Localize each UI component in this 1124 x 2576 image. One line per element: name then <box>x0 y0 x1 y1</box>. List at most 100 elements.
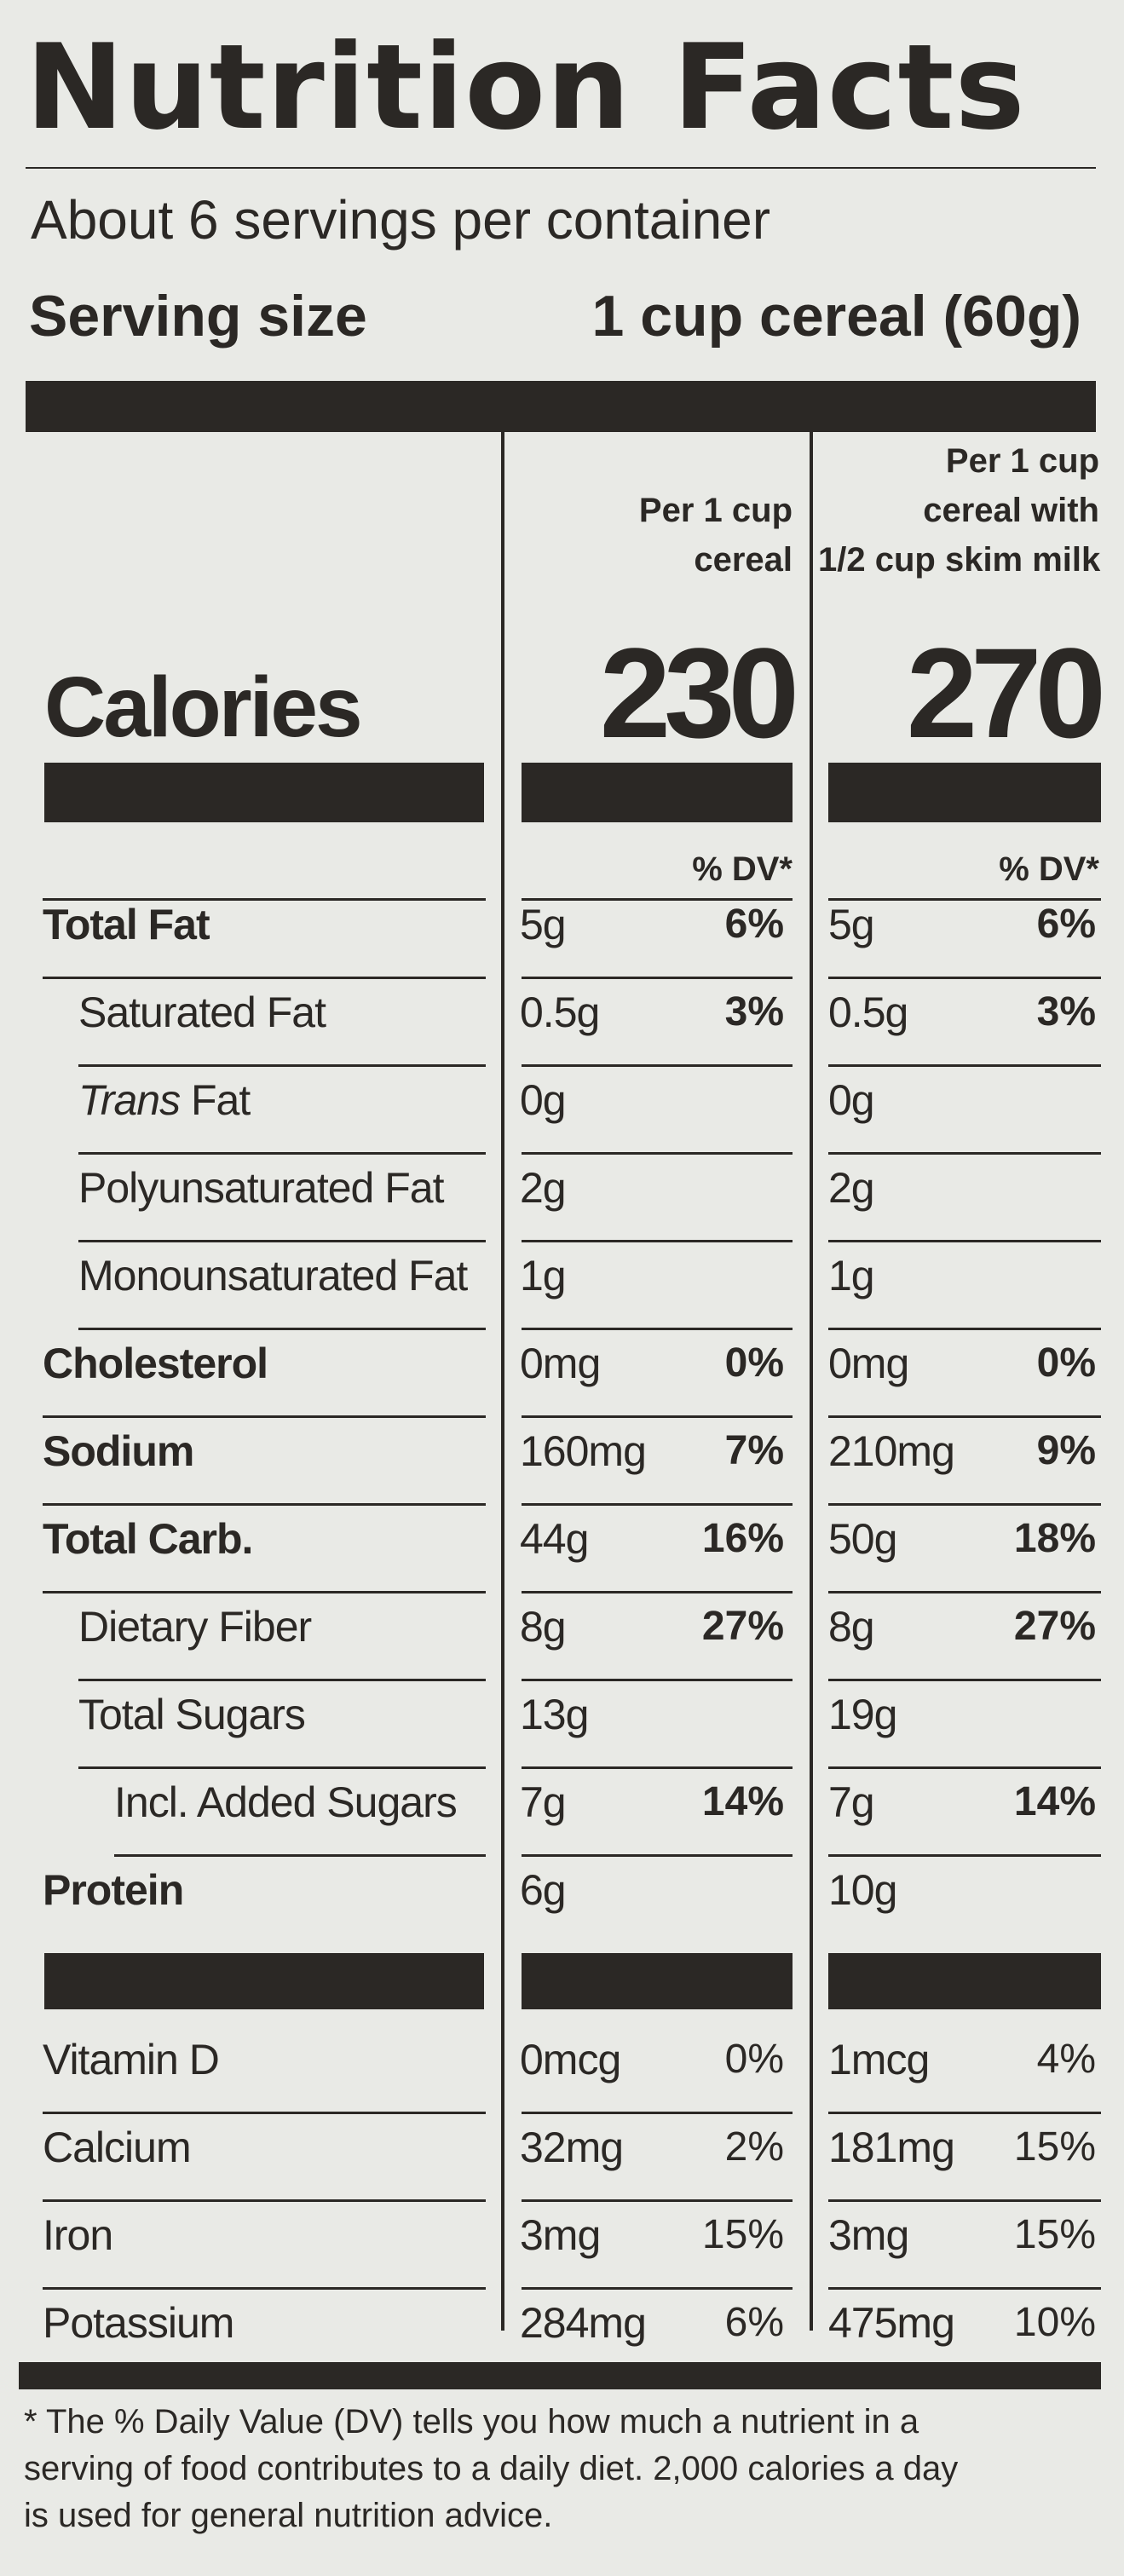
dv-cereal: 16% <box>701 1516 784 1561</box>
dv-cereal: 0% <box>724 1340 784 1386</box>
amount-cereal-milk: 0.5g <box>828 988 908 1036</box>
column-header-line: cereal <box>694 541 793 579</box>
amount-cereal: 0g <box>520 1076 567 1124</box>
dv-cereal: 27% <box>701 1604 784 1649</box>
dv-cereal-milk: 14% <box>1013 1779 1096 1824</box>
row-divider <box>522 2112 793 2114</box>
row-divider <box>828 1240 1101 1242</box>
nutrient-label-italic: Trans <box>78 1076 181 1124</box>
row-divider <box>522 1854 793 1857</box>
amount-cereal-milk: 19g <box>828 1691 897 1738</box>
amount-cereal: 5g <box>520 901 567 948</box>
serving-size-label: Serving size <box>29 284 367 349</box>
dv-cereal-milk: 18% <box>1013 1516 1096 1561</box>
amount-cereal: 160mg <box>520 1427 647 1475</box>
nutrient-label-text: Protein <box>43 1866 184 1914</box>
vitamin-amount-cereal: 3mg <box>520 2211 601 2259</box>
column-header-line: Per 1 cup <box>638 492 793 529</box>
vitamins-bar-label <box>44 1953 484 2009</box>
nutrient-label-text: Saturated Fat <box>78 988 326 1036</box>
vitamin-amount-cereal-milk: 1mcg <box>828 2036 930 2083</box>
column-header-cereal-milk: Per 1 cup cereal with 1/2 cup skim milk <box>818 436 1101 585</box>
row-divider <box>828 1328 1101 1330</box>
row-divider <box>522 1766 793 1769</box>
dv-cereal-milk: 6% <box>1036 902 1096 947</box>
vitamin-dv-cereal-milk: 15% <box>1013 2212 1096 2257</box>
dv-cereal-milk: 0% <box>1036 1340 1096 1386</box>
vitamin-amount-cereal-milk: 181mg <box>828 2124 955 2171</box>
daily-value-footnote: * The % Daily Value (DV) tells you how m… <box>24 2399 1106 2539</box>
nutrient-label: Total Fat <box>43 895 210 954</box>
row-divider <box>828 1766 1101 1769</box>
row-divider <box>78 1240 486 1242</box>
vitamins-bar-col2 <box>828 1953 1101 2009</box>
amount-cereal: 8g <box>520 1603 567 1651</box>
dv-cereal-milk: 9% <box>1036 1428 1096 1473</box>
nutrient-label-text: Monounsaturated Fat <box>78 1252 468 1300</box>
nutrient-label: Monounsaturated Fat <box>78 1246 468 1305</box>
dv-cereal-milk: 27% <box>1013 1604 1096 1649</box>
amount-cereal: 7g <box>520 1778 567 1826</box>
vitamin-dv-cereal-milk: 15% <box>1013 2124 1096 2170</box>
row-divider <box>828 1854 1101 1857</box>
column-separator-2 <box>810 432 813 2331</box>
amount-cereal-milk: 0g <box>828 1076 875 1124</box>
nutrient-label: Incl. Added Sugars <box>114 1772 458 1832</box>
amount-cereal-milk: 210mg <box>828 1427 955 1475</box>
row-divider <box>78 1766 486 1769</box>
row-divider <box>43 977 486 979</box>
amount-cereal: 44g <box>520 1515 589 1563</box>
vitamin-amount-cereal: 0mcg <box>520 2036 621 2083</box>
row-divider <box>522 1503 793 1506</box>
amount-cereal: 1g <box>520 1252 567 1300</box>
row-divider <box>78 1064 486 1067</box>
row-divider <box>78 1328 486 1330</box>
column-header-line: 1/2 cup skim milk <box>818 541 1101 579</box>
bottom-divider-bar <box>19 2362 1101 2389</box>
amount-cereal: 6g <box>520 1866 567 1914</box>
row-divider <box>43 1591 486 1593</box>
nutrient-label-text: Cholesterol <box>43 1340 268 1387</box>
vitamin-label: Vitamin D <box>43 2036 220 2083</box>
calories-value-cereal-milk: 270 <box>906 621 1106 764</box>
row-divider <box>522 1415 793 1418</box>
dv-header-cereal-milk: % DV* <box>999 850 1099 888</box>
footnote-line: * The % Daily Value (DV) tells you how m… <box>24 2403 919 2441</box>
nutrient-label: Trans Fat <box>78 1070 251 1130</box>
calories-value-cereal: 230 <box>599 621 799 764</box>
row-divider <box>43 2287 486 2290</box>
dv-cereal: 6% <box>724 902 784 947</box>
amount-cereal-milk: 8g <box>828 1603 875 1651</box>
vitamins-bar-col1 <box>522 1953 793 2009</box>
row-divider <box>828 2112 1101 2114</box>
vitamin-amount-cereal-milk: 475mg <box>828 2299 955 2347</box>
calories-label: Calories <box>44 660 363 755</box>
row-divider <box>522 1591 793 1593</box>
row-divider <box>43 2112 486 2114</box>
nutrient-label-text: Polyunsaturated Fat <box>78 1164 444 1212</box>
row-divider <box>828 2287 1101 2290</box>
dv-cereal-milk: 3% <box>1036 989 1096 1034</box>
calories-bar-label <box>44 763 484 822</box>
nutrient-label: Total Carb. <box>43 1509 253 1569</box>
row-divider <box>43 1415 486 1418</box>
serving-size-value: 1 cup cereal (60g) <box>591 284 1081 349</box>
vitamin-amount-cereal-milk: 3mg <box>828 2211 909 2259</box>
amount-cereal-milk: 1g <box>828 1252 875 1300</box>
row-divider <box>828 1591 1101 1593</box>
row-divider <box>78 1679 486 1681</box>
nutrient-label: Polyunsaturated Fat <box>78 1158 444 1218</box>
footnote-line: is used for general nutrition advice. <box>24 2497 553 2534</box>
amount-cereal: 2g <box>520 1164 567 1212</box>
row-divider <box>114 1854 486 1857</box>
vitamin-label: Calcium <box>43 2124 192 2171</box>
row-divider <box>43 2199 486 2202</box>
amount-cereal-milk: 50g <box>828 1515 897 1563</box>
nutrient-label: Protein <box>43 1860 184 1920</box>
dv-cereal: 7% <box>724 1428 784 1473</box>
amount-cereal: 0mg <box>520 1340 601 1387</box>
nutrient-label: Dietary Fiber <box>78 1597 312 1657</box>
row-divider <box>522 977 793 979</box>
column-separator-1 <box>501 432 504 2331</box>
vitamin-label: Potassium <box>43 2299 234 2347</box>
